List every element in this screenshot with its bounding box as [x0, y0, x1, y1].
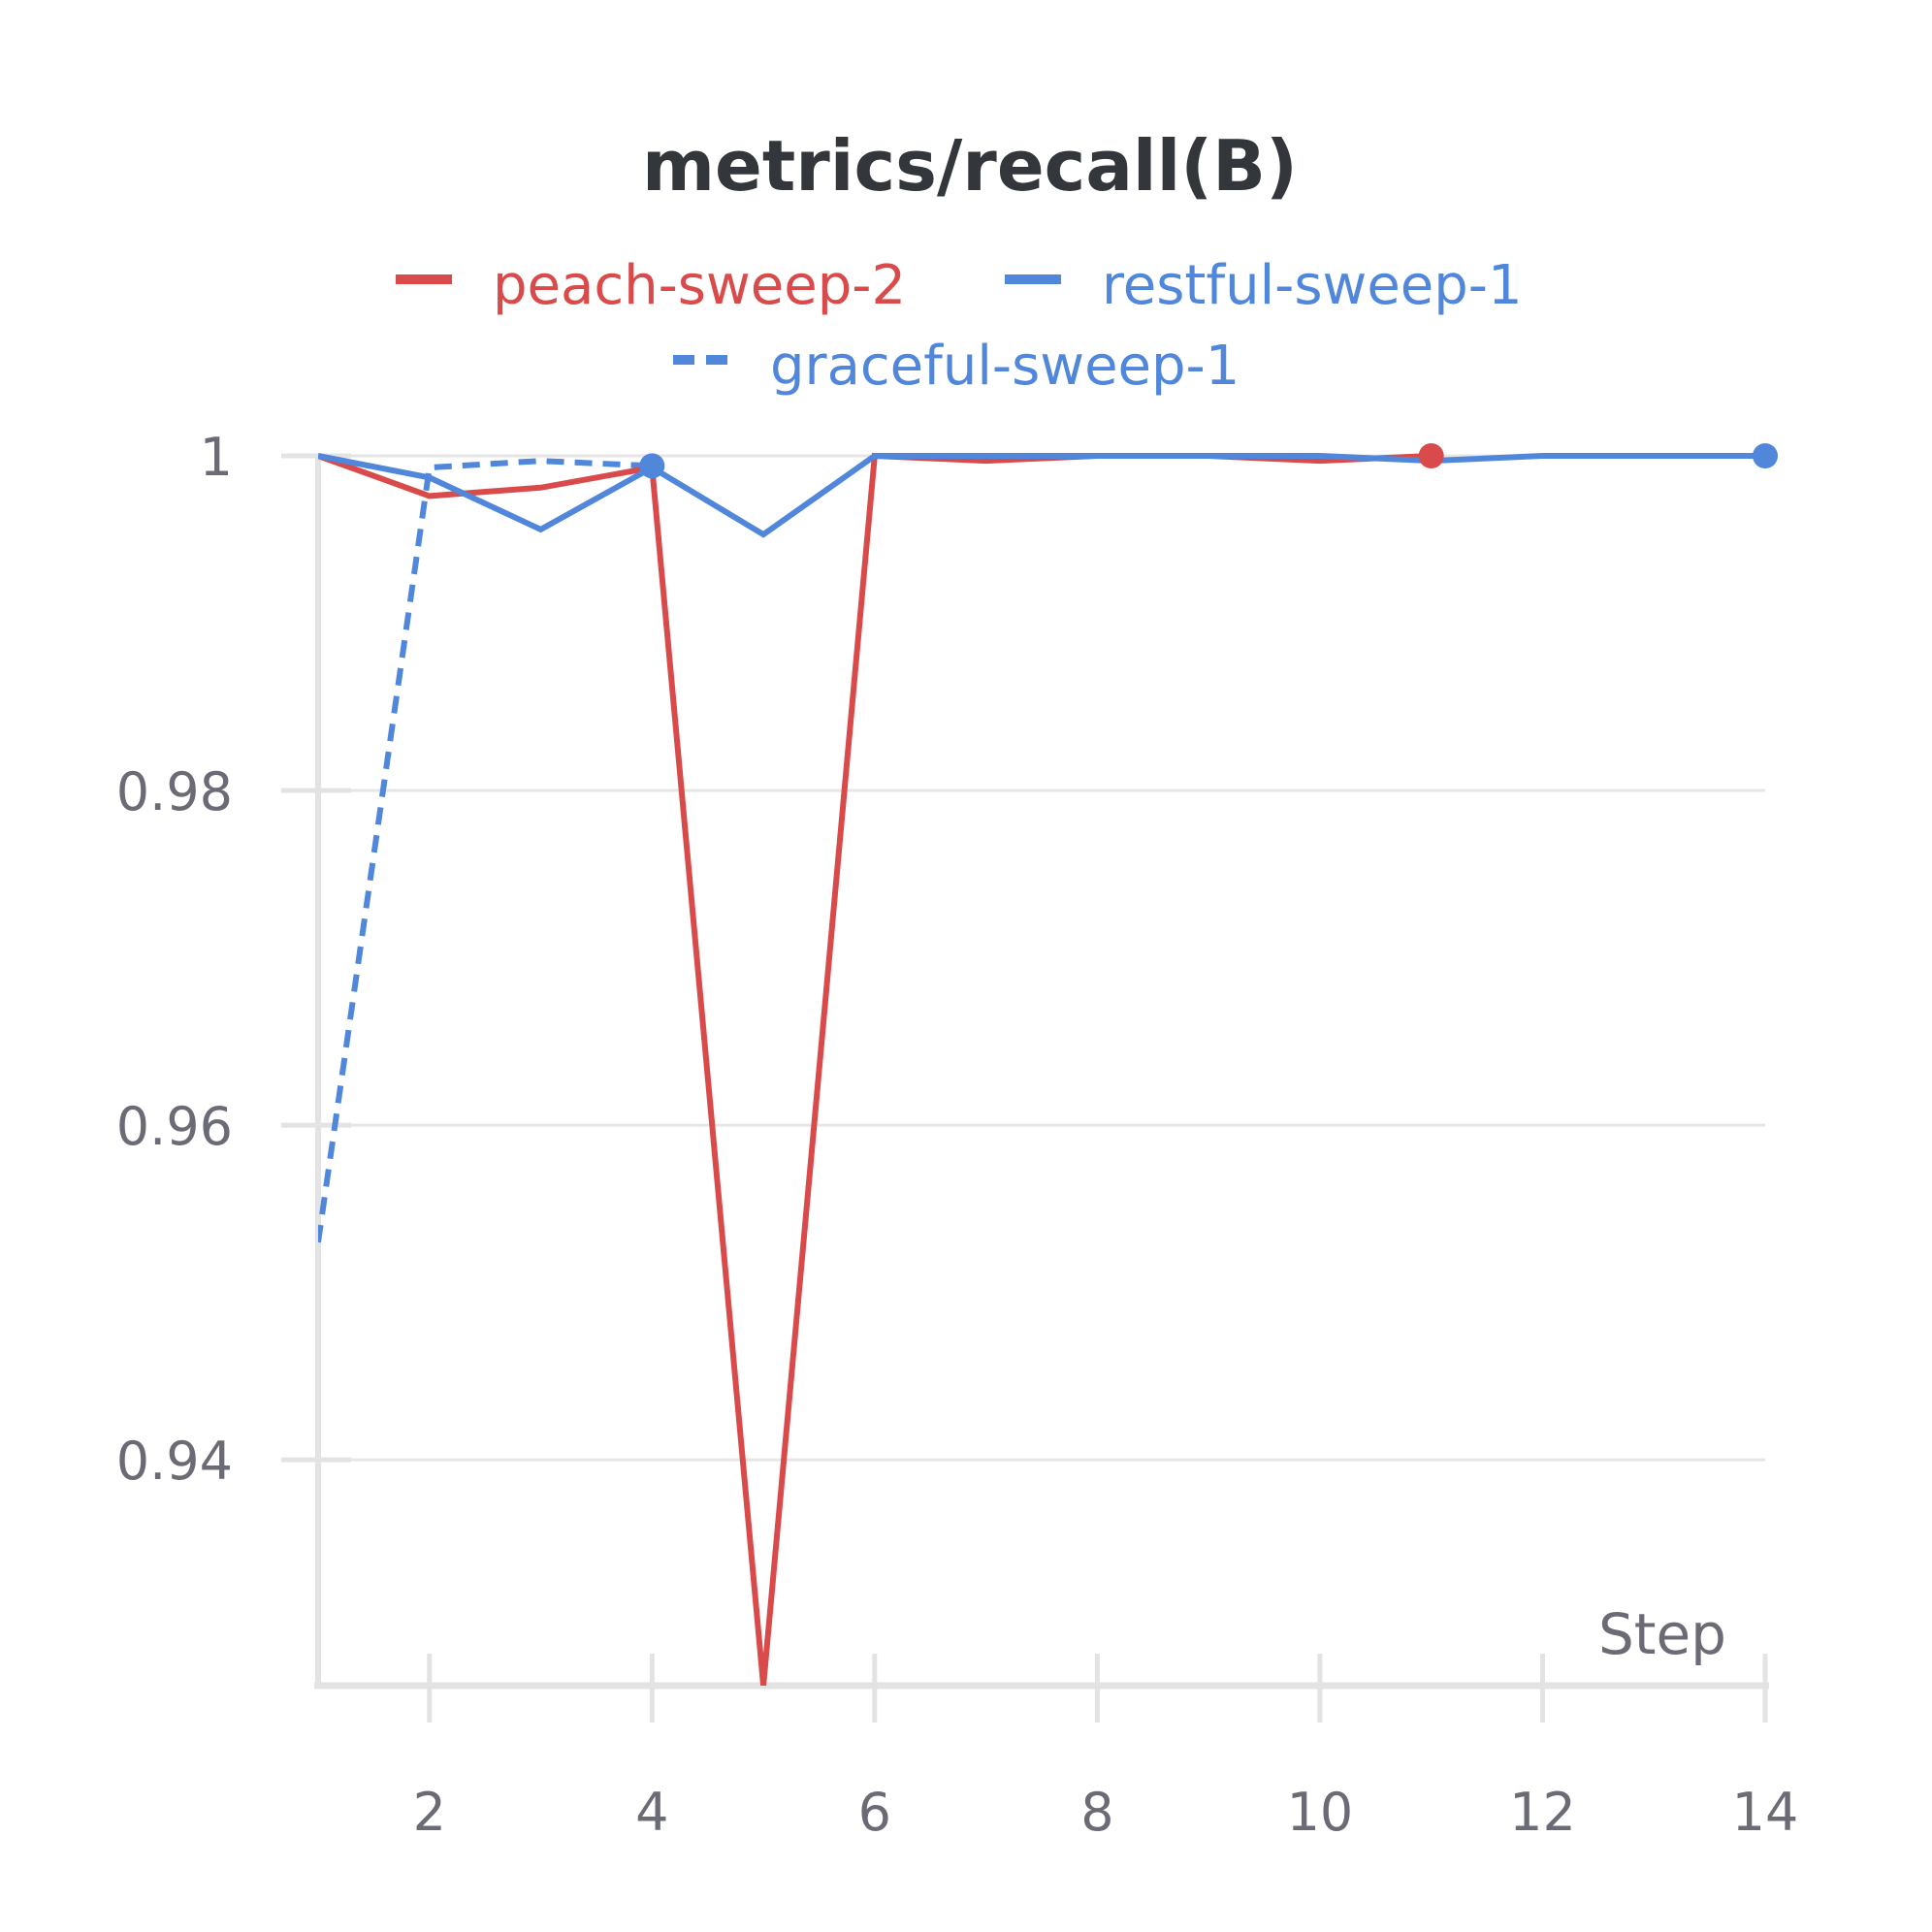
legend-label-graceful-sweep-1: graceful-sweep-1 [770, 335, 1240, 398]
grid [318, 454, 1765, 1462]
y-tick-label: 0.98 [116, 761, 233, 822]
series-line-peach-sweep-2 [318, 452, 1432, 1686]
x-tick-label: 8 [1080, 1782, 1113, 1843]
legend-label-restful-sweep-1: restful-sweep-1 [1102, 254, 1523, 317]
x-axis-label: Step [1598, 1601, 1726, 1667]
y-tick-label: 1 [200, 427, 233, 488]
x-tick-label: 14 [1732, 1782, 1799, 1843]
end-marker-graceful-sweep-1 [639, 453, 665, 479]
x-tick-label: 6 [858, 1782, 891, 1843]
end-marker-peach-sweep-2 [1418, 443, 1444, 468]
chart-title: metrics/recall(B) [642, 125, 1298, 207]
y-tick-label: 0.94 [116, 1431, 233, 1492]
x-tick-label: 4 [635, 1782, 668, 1843]
x-tick-label: 12 [1509, 1782, 1576, 1843]
x-tick-label: 10 [1287, 1782, 1354, 1843]
series-group [318, 452, 1765, 1686]
end-marker-restful-sweep-1 [1753, 443, 1778, 468]
y-tick-label: 0.96 [116, 1096, 233, 1157]
x-tick-label: 2 [413, 1782, 446, 1843]
legend-label-peach-sweep-2: peach-sweep-2 [493, 254, 906, 317]
series-line-restful-sweep-1 [318, 453, 1765, 538]
legend: peach-sweep-2 restful-sweep-1 graceful-swe… [396, 254, 1523, 398]
markers-group [639, 443, 1778, 479]
